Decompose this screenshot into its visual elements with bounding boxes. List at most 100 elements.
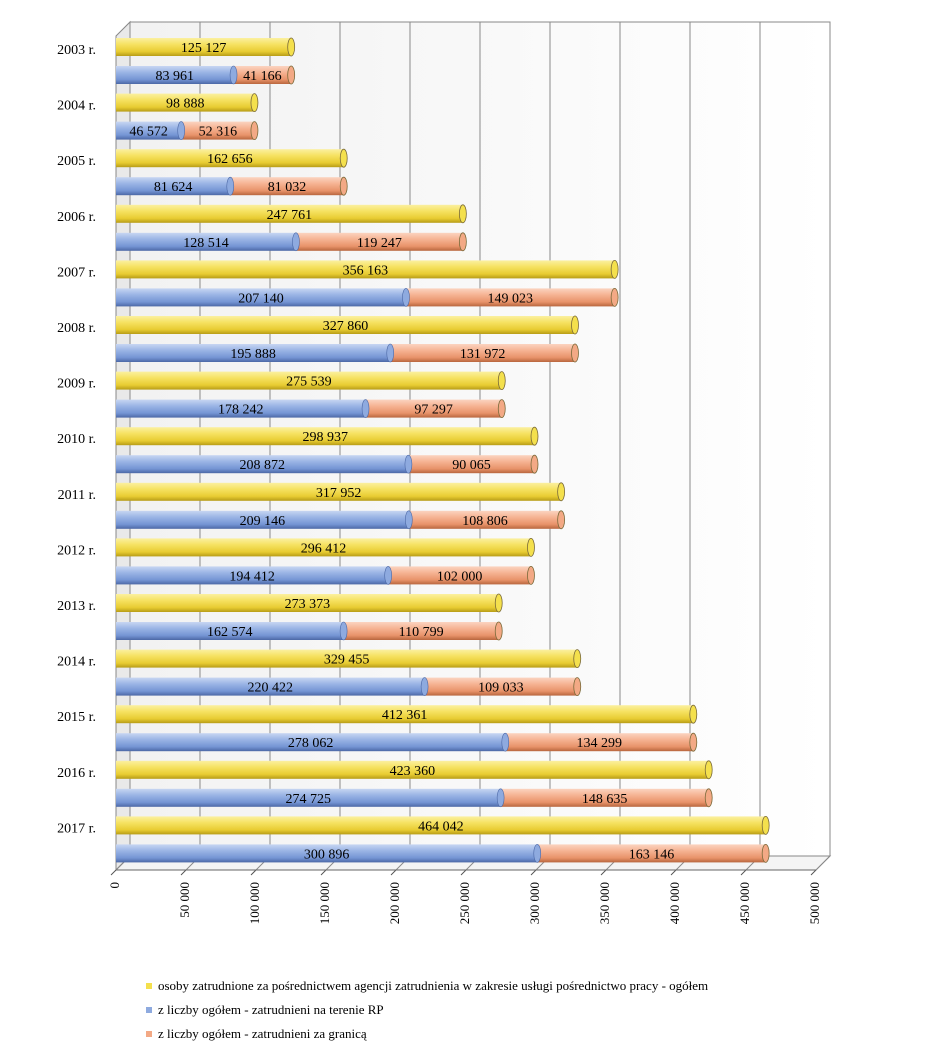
bar-total-body	[116, 482, 562, 501]
bar-total	[116, 259, 619, 279]
bar-total-cap	[704, 760, 713, 780]
y-category-label: 2016 r.	[57, 766, 96, 781]
bar-rp-cap	[226, 176, 235, 196]
bar-total-body	[116, 816, 766, 835]
bar-rp-body	[116, 566, 389, 585]
bar-rp-body	[116, 177, 231, 196]
data-label-rp: 220 422	[248, 681, 294, 696]
x-tick-label: 150 000	[317, 882, 332, 924]
bar-rp	[116, 399, 366, 418]
bar-abroad-body	[390, 344, 576, 362]
bar-abroad-cap	[530, 454, 539, 474]
x-tick-label: 250 000	[457, 882, 472, 924]
bar-abroad-cap	[339, 176, 348, 196]
bar-abroad-body	[408, 510, 562, 529]
bar-abroad	[233, 65, 296, 85]
data-label-total: 329 455	[324, 653, 370, 668]
bar-rp-body	[116, 344, 391, 362]
data-label-abroad: 52 316	[199, 125, 238, 140]
bar-total	[116, 371, 506, 391]
bar-total-cap	[610, 259, 619, 279]
bar-abroad-cap	[689, 732, 698, 752]
bar-rp-body	[116, 677, 425, 696]
bar-total	[116, 649, 582, 668]
bar-rp-cap	[404, 454, 413, 474]
data-label-total: 273 373	[285, 597, 331, 612]
bar-rp-body	[116, 66, 234, 84]
bar-total-body	[116, 538, 531, 557]
bar-rp-cap	[501, 732, 510, 752]
bar-rp-cap	[361, 399, 370, 418]
data-label-rp: 207 140	[238, 291, 284, 306]
x-tick-mark	[390, 869, 397, 876]
bar-total-body	[116, 316, 576, 334]
y-category-label: 2013 r.	[57, 599, 96, 614]
bar-total-body	[116, 705, 694, 724]
x-tick-mark	[320, 869, 327, 876]
x-tick-mark	[810, 869, 817, 876]
y-category-label: 2017 r.	[57, 821, 96, 836]
data-label-rp: 300 896	[304, 847, 350, 862]
bar-rp-cap	[386, 343, 395, 363]
bar-total-body	[116, 594, 499, 612]
bar-total-body	[116, 204, 463, 223]
bar-total-cap	[497, 371, 506, 391]
x-tick-mark	[460, 869, 467, 876]
bar-total	[116, 93, 259, 112]
data-label-abroad: 148 635	[582, 792, 628, 807]
bar-abroad-cap	[494, 621, 503, 641]
data-label-total: 162 656	[207, 152, 253, 167]
data-label-abroad: 163 146	[629, 847, 675, 862]
bar-abroad-body	[181, 121, 255, 140]
bar-total-cap	[573, 649, 582, 668]
bar-rp-cap	[533, 844, 542, 863]
y-category-label: 2007 r.	[57, 265, 96, 280]
bar-rp-body	[116, 232, 296, 251]
y-category-label: 2011 r.	[58, 488, 96, 503]
bar-abroad-cap	[250, 121, 259, 141]
data-label-abroad: 109 033	[478, 681, 524, 696]
bar-rp	[116, 733, 506, 752]
bar-total-body	[116, 93, 255, 112]
y-category-label: 2003 r.	[57, 43, 96, 58]
data-label-abroad: 90 065	[452, 458, 491, 473]
y-category-label: 2004 r.	[57, 99, 96, 114]
bar-abroad-body	[343, 622, 499, 640]
data-label-total: 275 539	[286, 375, 332, 390]
bar-rp-cap	[177, 121, 186, 140]
bar-total-body	[116, 760, 709, 779]
legend: osoby zatrudnione za pośrednictwem agenc…	[146, 974, 708, 1046]
bar-rp-cap	[384, 566, 392, 585]
bar-abroad	[424, 677, 582, 696]
data-label-total: 423 360	[390, 764, 436, 779]
bar-rp-cap	[339, 621, 348, 641]
bar-total-cap	[339, 148, 348, 168]
x-tick-mark	[670, 869, 677, 876]
bar-rp-body	[116, 455, 409, 474]
data-label-rp: 46 572	[129, 125, 168, 140]
data-label-total: 296 412	[301, 541, 347, 556]
bar-total-cap	[530, 426, 539, 446]
y-category-label: 2008 r.	[57, 321, 96, 336]
x-tick-mark	[740, 869, 747, 876]
data-label-rp: 178 242	[218, 403, 264, 418]
bar-total	[116, 204, 467, 224]
bar-rp	[116, 844, 538, 863]
bar-total	[116, 482, 566, 502]
bar-rp	[116, 677, 425, 696]
bar-abroad-cap	[761, 844, 770, 863]
bar-abroad-body	[230, 177, 344, 196]
data-label-rp: 81 624	[154, 180, 193, 195]
legend-item-rp: z liczby ogółem - zatrudnieni na terenie…	[146, 998, 708, 1022]
data-label-abroad: 81 032	[268, 180, 307, 195]
bar-rp	[116, 288, 406, 307]
data-label-rp: 83 961	[156, 69, 195, 84]
bar-abroad-cap	[571, 343, 579, 363]
bar-abroad	[408, 510, 566, 530]
bar-total-cap	[287, 37, 296, 57]
bar-abroad-cap	[704, 788, 713, 808]
bar-rp	[116, 788, 501, 807]
bar-abroad-cap	[527, 566, 535, 585]
bar-abroad-cap	[458, 232, 467, 252]
data-label-abroad: 119 247	[357, 236, 402, 251]
